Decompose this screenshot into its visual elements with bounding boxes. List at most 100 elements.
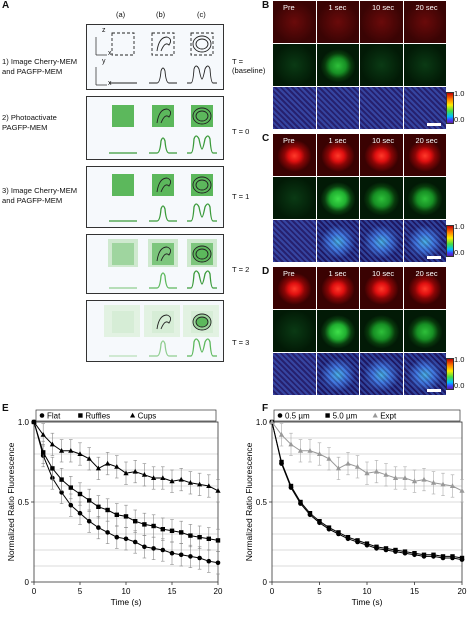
data-point — [440, 481, 446, 487]
x-axis-label: Time (s) — [352, 597, 383, 607]
micrograph-tile — [273, 353, 317, 396]
y-tick-label: 1.0 — [18, 418, 30, 427]
micrograph-tile — [360, 220, 404, 263]
data-point — [459, 488, 465, 493]
legend-marker — [130, 412, 136, 418]
data-point — [373, 468, 380, 474]
legend-entry: Cups — [138, 412, 157, 421]
micrograph-tile: 20 sec — [403, 1, 447, 44]
data-point — [68, 448, 74, 453]
micrograph-tile: 1 sec — [316, 267, 360, 310]
data-point — [141, 472, 147, 477]
x-tick-label: 5 — [78, 587, 83, 596]
data-point — [187, 480, 193, 485]
micrograph-tile — [360, 310, 404, 353]
micrograph-time-label: 10 sec — [372, 3, 395, 12]
data-point — [298, 499, 303, 505]
data-point — [169, 528, 175, 533]
data-point — [402, 475, 408, 480]
panel-label-c: C — [262, 133, 270, 144]
micrograph-tile — [403, 177, 447, 220]
data-point — [326, 525, 332, 530]
step-box-t1 — [86, 166, 224, 228]
colorbar — [446, 92, 454, 124]
micrograph-tile — [316, 353, 360, 396]
data-point — [421, 476, 427, 482]
data-point — [393, 547, 398, 553]
data-point — [431, 552, 436, 557]
data-point — [179, 530, 184, 535]
y-tick-label: 0.5 — [18, 498, 30, 507]
axis-label-z: z — [102, 27, 106, 34]
data-point — [326, 456, 332, 461]
legend: 0.5 µm 5.0 µm Expt — [273, 409, 461, 422]
data-point — [178, 552, 184, 558]
data-point — [86, 518, 92, 524]
micrograph-tile: 1 sec — [316, 134, 360, 177]
data-point — [123, 470, 129, 476]
axis-label-y: y — [102, 58, 106, 65]
data-point — [68, 485, 73, 490]
y-tick-label: 0 — [25, 578, 30, 587]
x-tick-label: 15 — [168, 587, 177, 596]
micrograph-tile — [403, 44, 447, 87]
axis-label-x-top: x — [108, 50, 112, 57]
baseline-schematic — [95, 32, 217, 86]
micrograph-time-label: 1 sec — [328, 269, 347, 278]
micrograph-tile — [273, 220, 317, 263]
micrograph-time-label: 10 sec — [372, 136, 395, 145]
micrograph-time-label: 10 sec — [372, 269, 395, 278]
y-tick-label: 0.5 — [256, 498, 268, 507]
chart-e: 0 5 10 15 20 0 0.5 1.0 Time (s) Normalized Ratio … — [6, 409, 223, 607]
colorbar-max-label: 1.0 — [454, 222, 465, 231]
data-point — [450, 554, 455, 559]
t3-schematic — [104, 305, 219, 357]
data-point — [279, 459, 284, 465]
data-point — [383, 546, 389, 551]
micrograph-time-label: 20 sec — [415, 136, 438, 145]
data-point — [336, 530, 341, 535]
data-point — [188, 554, 193, 559]
data-point — [215, 488, 221, 493]
data-point — [86, 456, 92, 461]
micrograph-tile — [360, 44, 404, 87]
data-point — [151, 546, 156, 551]
legend-entry: Ruffles — [85, 412, 110, 421]
data-point — [160, 527, 165, 532]
legend-marker — [78, 413, 83, 418]
data-point — [345, 535, 351, 540]
x-tick-label: 5 — [317, 587, 322, 596]
micrograph-time-label: Pre — [283, 3, 295, 12]
data-point — [160, 475, 166, 480]
time-label-t3: T = 3 — [232, 338, 250, 347]
time-label-baseline: T = (baseline) — [232, 57, 266, 75]
data-point — [49, 441, 55, 447]
data-point — [364, 470, 370, 476]
step-box-t2 — [86, 234, 224, 294]
step-box-t0 — [86, 96, 224, 160]
data-point — [59, 490, 64, 495]
step-box-baseline — [86, 24, 224, 90]
legend-entry: Expt — [380, 412, 397, 421]
data-point — [169, 550, 175, 556]
legend-frame — [273, 409, 461, 422]
data-point — [316, 451, 323, 456]
colorbar-min-label: 0.0 — [454, 115, 465, 124]
data-point — [59, 477, 64, 482]
data-point — [77, 451, 83, 456]
micrograph-tile — [316, 310, 360, 353]
micrograph-tile: 20 sec — [403, 134, 447, 177]
data-point — [151, 475, 157, 480]
x-tick-label: 10 — [363, 587, 372, 596]
micrograph-tile — [360, 353, 404, 396]
data-point — [288, 441, 294, 447]
colorbar-max-label: 1.0 — [454, 355, 465, 364]
data-point — [297, 448, 304, 453]
legend-marker — [325, 413, 330, 418]
scale-bar — [427, 123, 441, 126]
legend-marker — [277, 413, 283, 418]
data-point — [96, 504, 101, 509]
data-point — [169, 478, 175, 484]
micrograph-tile: 1 sec — [316, 1, 360, 44]
y-axis-label: Normalized Ratio Fluorescence — [244, 442, 254, 561]
